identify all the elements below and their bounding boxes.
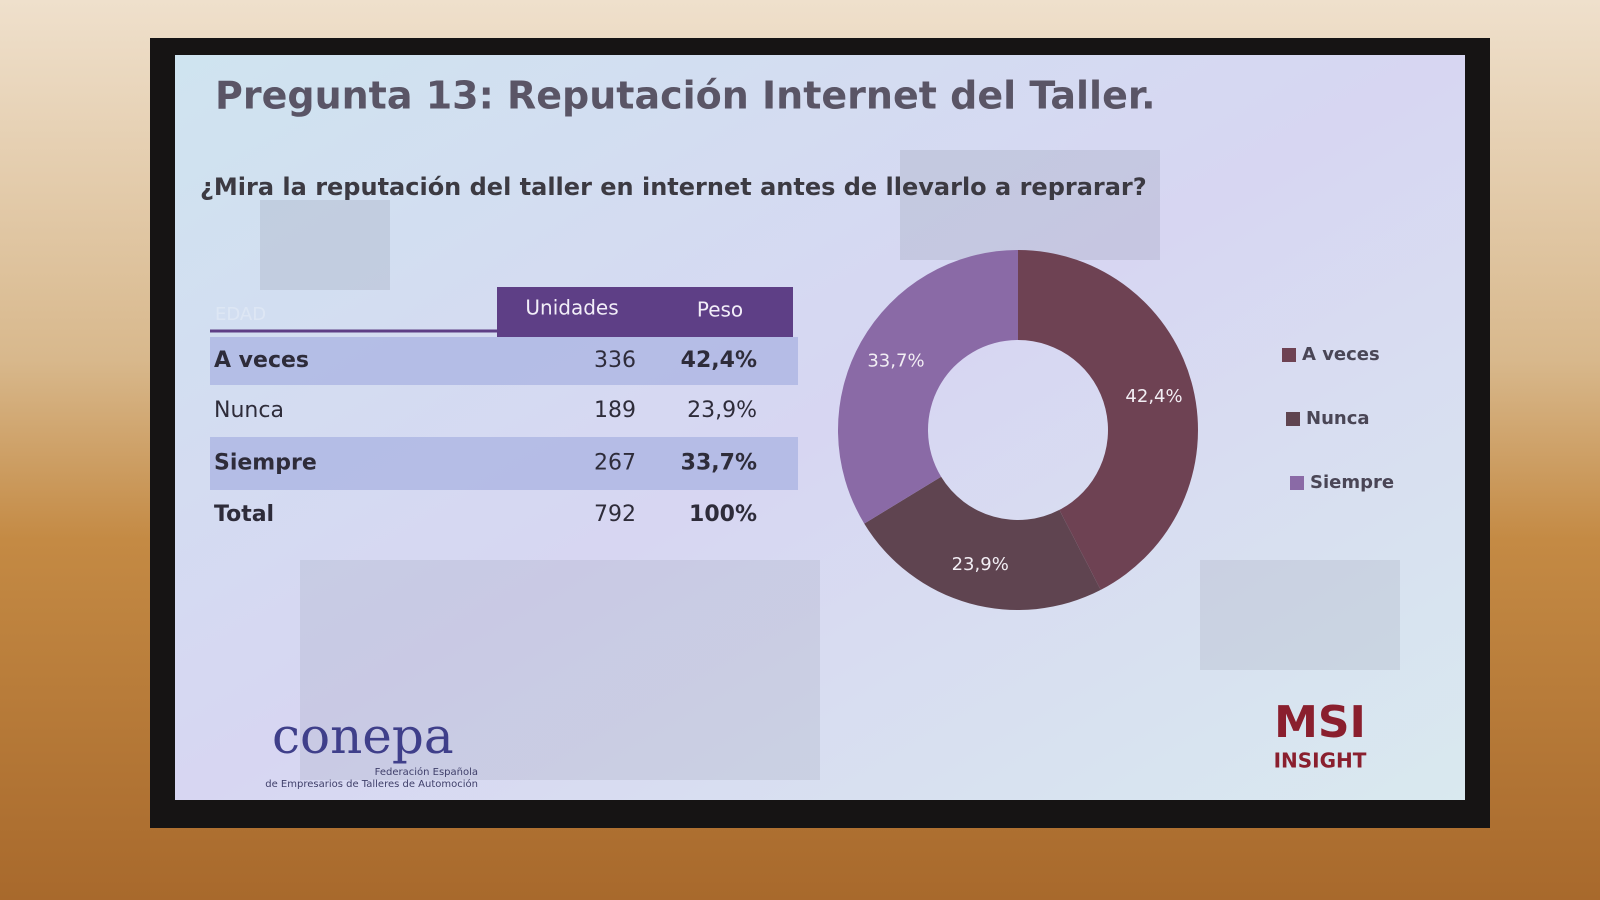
- table-header-band: [497, 287, 793, 337]
- donut-slice: [1018, 250, 1198, 590]
- slide: [175, 55, 1465, 800]
- logo-msi: MSI: [1274, 697, 1366, 748]
- question: ¿Mira la reputación del taller en intern…: [200, 173, 1147, 201]
- table-header-cell: EDAD: [215, 304, 266, 325]
- background-illustration: [260, 150, 1400, 780]
- table-row-band: [210, 437, 798, 490]
- table-cell: Total: [214, 502, 274, 527]
- table-cell: 189: [594, 398, 636, 423]
- logo-sub: de Empresarios de Talleres de Automoción: [265, 778, 478, 790]
- legend-label: Siempre: [1310, 472, 1394, 493]
- table-header-cell: Unidades: [525, 296, 618, 320]
- legend-label: A veces: [1302, 344, 1380, 365]
- donut-slice: [864, 476, 1101, 610]
- table-header-cell: Peso: [697, 298, 743, 322]
- table-cell: 42,4%: [681, 348, 757, 373]
- table-cell: 267: [594, 451, 636, 476]
- table-cell: 100%: [689, 502, 757, 527]
- legend-label: Nunca: [1306, 408, 1370, 429]
- table-row-band: [210, 337, 798, 385]
- data-label: 33,7%: [867, 350, 924, 371]
- table-cell: 336: [594, 348, 636, 373]
- table-cell: 33,7%: [681, 451, 757, 476]
- legend-swatch: [1286, 412, 1300, 426]
- table-cell: A veces: [214, 348, 309, 373]
- data-label: 42,4%: [1125, 386, 1182, 407]
- data-label: 23,9%: [952, 554, 1009, 575]
- logo-sub: Federación Española: [375, 766, 478, 778]
- legend-swatch: [1282, 348, 1296, 362]
- legend-swatch: [1290, 476, 1304, 490]
- logo-conepa: conepa: [272, 707, 454, 765]
- table-cell: Nunca: [214, 398, 284, 423]
- table-cell: 23,9%: [687, 398, 757, 423]
- table-cell: 792: [594, 502, 636, 527]
- table-cell: Siempre: [214, 451, 317, 476]
- logo-insight: INSIGHT: [1274, 749, 1367, 773]
- slide-title: Pregunta 13: Reputación Internet del Tal…: [215, 74, 1156, 118]
- donut-slice: [837, 250, 1018, 524]
